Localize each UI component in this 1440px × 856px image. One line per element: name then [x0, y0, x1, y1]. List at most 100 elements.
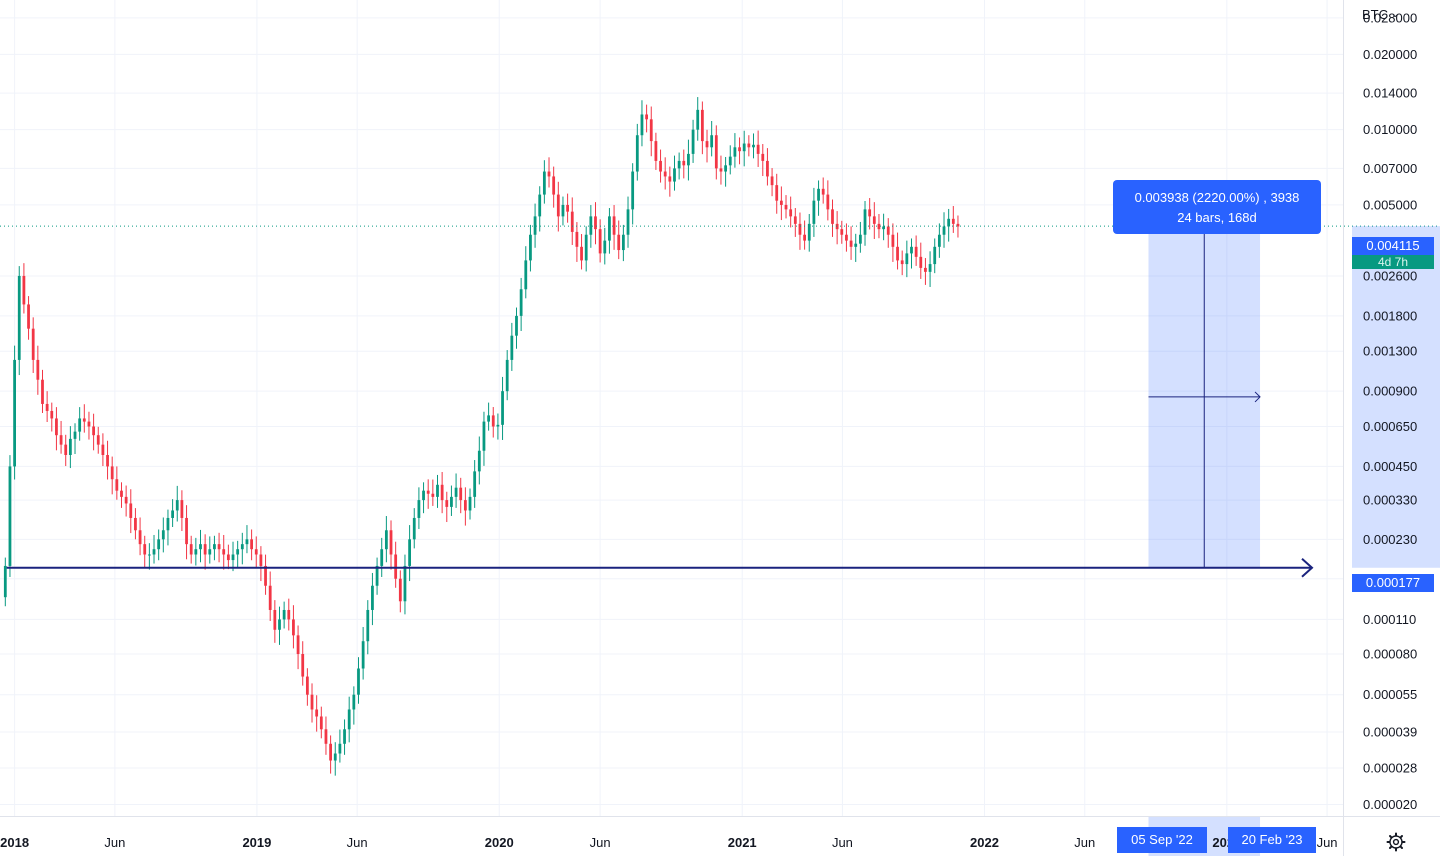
candle [287, 598, 291, 631]
candle [59, 420, 63, 454]
candle-body [138, 530, 142, 545]
candle [371, 572, 374, 626]
candle [654, 132, 658, 170]
candle [752, 133, 755, 159]
candle [305, 668, 309, 706]
candle [463, 487, 467, 526]
candle-body [55, 418, 58, 436]
candle [845, 223, 848, 252]
candle [947, 208, 951, 242]
candle-body [826, 194, 830, 210]
candle-body [882, 226, 885, 230]
candle-body [900, 260, 904, 265]
candle [236, 540, 240, 568]
candle-body [691, 129, 695, 154]
candle [352, 686, 356, 725]
candle [231, 541, 235, 572]
candle-body [440, 484, 444, 501]
candle [747, 135, 751, 157]
candle-body [854, 243, 858, 247]
candle [17, 266, 21, 376]
candle [491, 407, 495, 438]
candle-body [538, 194, 542, 217]
candle-body [273, 609, 277, 630]
candle [36, 345, 40, 395]
candle-body [431, 493, 435, 497]
candle [82, 404, 86, 433]
candle-body [36, 359, 40, 380]
currency-select[interactable]: BTC ⌄ [1356, 4, 1405, 24]
candle [877, 214, 881, 239]
candle-body [175, 500, 179, 511]
candle-body [617, 234, 621, 251]
price-tick-label: 0.000110 [1363, 612, 1416, 627]
candle-body [310, 694, 314, 710]
candle [245, 525, 249, 554]
candle [807, 214, 811, 252]
currency-label: BTC [1362, 6, 1388, 22]
candle [775, 173, 779, 214]
candle [910, 238, 913, 269]
candle-body [208, 549, 212, 555]
candle-body [64, 444, 68, 455]
candle [673, 155, 676, 191]
candle [366, 600, 370, 655]
time-tick-label: 2021 [728, 835, 757, 850]
candle [55, 407, 58, 451]
candle [621, 224, 625, 262]
candle [380, 537, 384, 577]
candle-body [357, 668, 360, 695]
candle-body [677, 160, 681, 169]
candle-body [50, 410, 54, 419]
gear-icon[interactable] [1385, 831, 1407, 853]
candle-body [556, 194, 560, 217]
price-tick-label: 0.000039 [1363, 725, 1417, 740]
candle [264, 554, 267, 595]
candle [189, 535, 193, 564]
price-tick-label: 0.001300 [1363, 344, 1417, 359]
candle [687, 139, 690, 181]
candle [120, 482, 123, 508]
candle [645, 104, 648, 133]
candle [793, 208, 797, 237]
candle-body [594, 216, 597, 230]
candle-body [877, 223, 881, 230]
candle [566, 193, 569, 223]
candle [208, 536, 212, 564]
price-tick-label: 0.028000 [1363, 10, 1417, 25]
candle-body [747, 143, 751, 148]
candle [450, 485, 453, 516]
candle-body [752, 144, 755, 148]
candle [761, 144, 765, 177]
candle [468, 488, 472, 520]
candle [826, 180, 830, 221]
candle-body [287, 609, 291, 620]
candle [217, 532, 221, 563]
candle [900, 250, 904, 276]
candle-body [886, 226, 890, 235]
candle [561, 196, 565, 226]
candle-body [463, 500, 467, 511]
price-tick-label: 0.020000 [1363, 47, 1417, 62]
candle-body [942, 226, 946, 235]
candle-body [115, 479, 119, 491]
candle-body [649, 119, 653, 142]
candle-body [459, 487, 463, 501]
candle [942, 212, 946, 248]
candle-body [700, 109, 704, 142]
candle-body [59, 435, 63, 445]
candle-body [380, 549, 384, 566]
candle [403, 554, 407, 615]
candle-body [784, 204, 788, 210]
candle-body [412, 517, 416, 540]
candle-body [515, 315, 518, 336]
candle [138, 517, 142, 556]
candle [426, 479, 430, 509]
time-axis[interactable]: 2018 Jun 2019 Jun 2020 Jun 2021 Jun 2022 Jun 2023 J… [0, 835, 1337, 850]
candle-body [719, 168, 723, 172]
candle [347, 696, 351, 743]
price-tick-label: 0.010000 [1363, 122, 1417, 137]
candle-body [863, 209, 867, 235]
candle-body [533, 216, 537, 235]
